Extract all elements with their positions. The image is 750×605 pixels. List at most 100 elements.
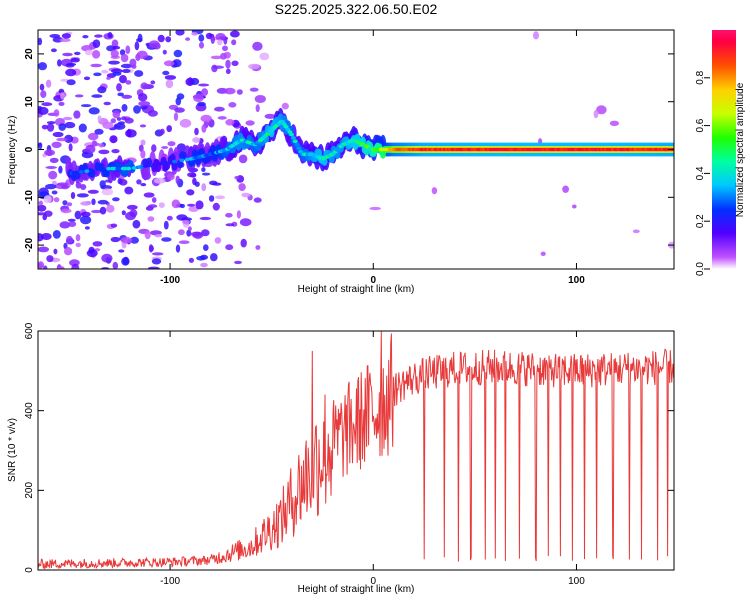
ridge-core-cell [162,161,168,165]
noise-cell [46,255,54,263]
noise-cell [63,116,73,121]
noise-cell [199,41,204,49]
noise-cell [234,260,242,265]
noise-cell [136,179,142,185]
snr-ytick-label: 400 [24,402,35,419]
noise-cell [56,137,68,142]
noise-cell [38,246,50,253]
noise-cell [230,30,240,38]
noise-cell [238,183,246,192]
snr-xlabel: Height of straight line (km) [298,584,415,595]
noise-cell [112,110,121,119]
noise-cell [562,185,569,193]
noise-cell [264,113,276,119]
snr-ytick-label: 0 [24,567,35,573]
noise-cell [225,244,234,251]
noise-cell [138,93,148,102]
noise-cell [176,93,185,100]
noise-cell [121,104,128,112]
noise-cell [99,206,107,215]
noise-cell [106,204,115,213]
noise-cell [151,258,162,265]
noise-cell [225,119,235,126]
noise-cell [234,176,239,180]
colorbar-ticks: 0.0 0.2 0.4 0.6 0.8 [695,70,710,276]
noise-cell [191,32,198,36]
noise-cell [51,190,58,195]
noise-cell [64,134,74,143]
noise-cell [59,38,71,42]
noise-cell [144,230,151,240]
noise-cell [78,123,87,133]
noise-cell [143,192,155,198]
noise-cell [43,195,52,204]
noise-cell [187,172,197,178]
spectrogram-cells [38,30,674,269]
ridge-core-cell [106,166,112,171]
noise-cell [200,262,208,268]
noise-cell [140,183,147,187]
noise-cell [259,52,270,61]
noise-cell [120,63,133,69]
snr-axes: -100 0 100 0 200 400 600 [24,322,674,587]
noise-cell [62,52,73,57]
noise-cell [129,209,138,217]
noise-cell [38,233,44,242]
noise-cell [64,247,73,256]
noise-cell [94,34,103,38]
noise-cell [201,124,207,133]
spectrogram-ytick-label: 20 [24,48,35,60]
noise-cell [124,117,134,124]
noise-cell [49,34,61,38]
ridge-core-cell [296,146,302,150]
noise-cell [192,231,204,239]
noise-cell [41,233,52,240]
noise-cell [112,71,122,76]
noise-cell [80,215,92,225]
noise-cell [110,136,117,143]
noise-cell [74,51,81,56]
noise-cell [84,226,90,230]
noise-cell [110,236,121,243]
noise-cell [224,87,236,95]
spectrogram-ytick-label: -10 [24,190,35,205]
noise-cell [45,79,52,88]
noise-cell [198,83,210,87]
noise-cell [632,229,640,234]
noise-cell [165,79,174,89]
noise-cell [188,206,199,213]
ridge-core-cell [126,166,132,171]
noise-cell [154,234,162,238]
noise-cell [57,266,65,269]
noise-cell [158,202,165,209]
spectrogram-xtick-label: -100 [160,275,180,286]
noise-cell [167,141,176,147]
noise-cell [92,241,103,247]
noise-cell [85,144,96,154]
noise-cell [66,79,76,86]
noise-cell [596,105,607,115]
noise-cell [162,70,170,76]
noise-cell [166,215,173,221]
noise-cell [92,39,101,48]
noise-cell [140,149,146,159]
noise-cell [97,115,102,122]
noise-cell [60,208,72,214]
noise-cell [231,39,237,46]
snr-frame [37,330,675,571]
noise-cell [38,62,47,71]
noise-cell [44,149,56,156]
noise-cell [80,104,92,108]
noise-cell [238,154,248,164]
noise-cell [173,49,183,58]
spectrogram-xlabel: Height of straight line (km) [298,284,415,295]
noise-cell [41,102,53,107]
noise-cell [281,102,289,110]
noise-cell [192,137,201,143]
noise-cell [193,93,204,103]
noise-cell [134,41,140,51]
noise-cell [212,202,220,211]
noise-cell [194,127,199,136]
noise-cell [98,149,110,155]
